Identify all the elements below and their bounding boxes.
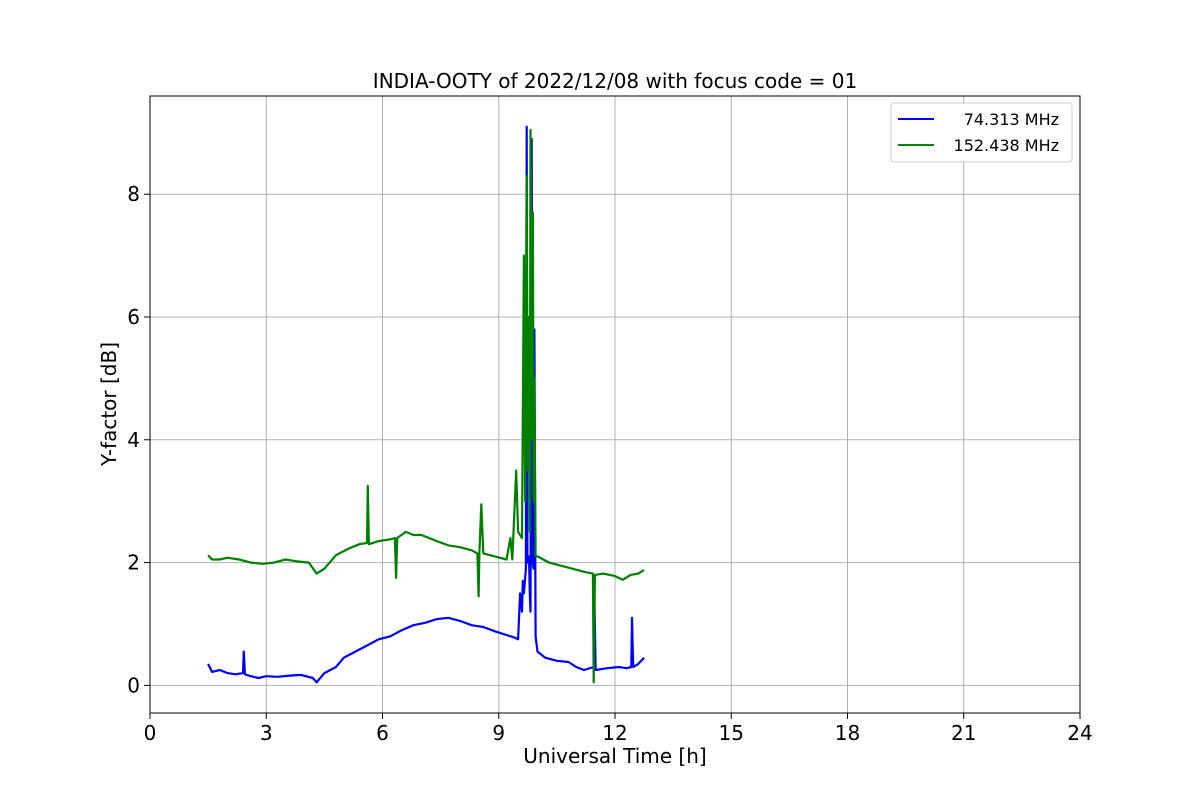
- x-tick-label: 15: [719, 721, 744, 745]
- x-tick-label: 9: [492, 721, 505, 745]
- x-tick-label: 6: [376, 721, 389, 745]
- x-tick-label: 12: [602, 721, 627, 745]
- y-tick-label: 4: [127, 428, 140, 452]
- x-tick-label: 0: [144, 721, 157, 745]
- y-tick-label: 2: [127, 551, 140, 575]
- y-tick-label: 8: [127, 182, 140, 206]
- legend: 74.313 MHz 152.438 MHz: [890, 102, 1073, 163]
- legend-label-1: 74.313 MHz: [964, 110, 1059, 129]
- y-axis-label: Y-factor [dB]: [97, 342, 121, 467]
- series-line-2: [207, 128, 645, 684]
- x-tick-label: 24: [1067, 721, 1092, 745]
- series-line-1: [207, 125, 645, 684]
- x-axis-label: Universal Time [h]: [523, 744, 706, 768]
- x-tick-label: 18: [835, 721, 860, 745]
- x-tick-label: 3: [260, 721, 273, 745]
- legend-label-2: 152.438 MHz: [954, 136, 1059, 155]
- plot-series: [207, 125, 645, 684]
- y-tick-label: 6: [127, 305, 140, 329]
- y-tick-label: 0: [127, 673, 140, 697]
- chart-title: INDIA-OOTY of 2022/12/08 with focus code…: [373, 69, 857, 93]
- legend-frame: [890, 102, 1073, 163]
- x-tick-label: 21: [951, 721, 976, 745]
